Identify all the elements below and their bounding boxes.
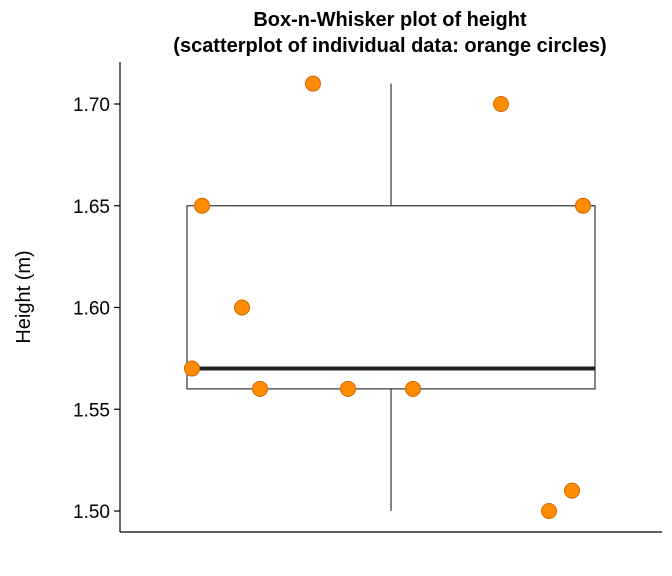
- y-tick-label: 1.65: [73, 197, 110, 218]
- data-point: [234, 299, 250, 316]
- chart-title-line2: (scatterplot of individual data: orange …: [173, 35, 606, 57]
- y-axis-label: Height (m): [13, 250, 35, 343]
- data-point: [184, 360, 200, 377]
- y-tick-label: 1.70: [73, 95, 110, 116]
- box-group: [186, 83, 596, 511]
- data-point: [340, 380, 356, 397]
- y-tick-label: 1.55: [73, 400, 110, 421]
- data-point: [564, 482, 580, 499]
- data-point: [252, 380, 268, 397]
- iqr-box: [186, 205, 596, 390]
- y-tick-label: 1.50: [73, 502, 110, 523]
- data-point: [493, 96, 509, 112]
- y-tick-label: 1.60: [73, 299, 110, 320]
- points-group: [184, 75, 591, 519]
- chart-title-line1: Box-n-Whisker plot of height: [253, 9, 527, 31]
- data-point: [575, 197, 591, 214]
- y-ticks: 1.50 1.55 1.60 1.65 1.70: [73, 95, 120, 523]
- data-point: [405, 380, 421, 397]
- data-point: [541, 503, 557, 519]
- data-point: [305, 75, 321, 92]
- data-point: [194, 197, 210, 214]
